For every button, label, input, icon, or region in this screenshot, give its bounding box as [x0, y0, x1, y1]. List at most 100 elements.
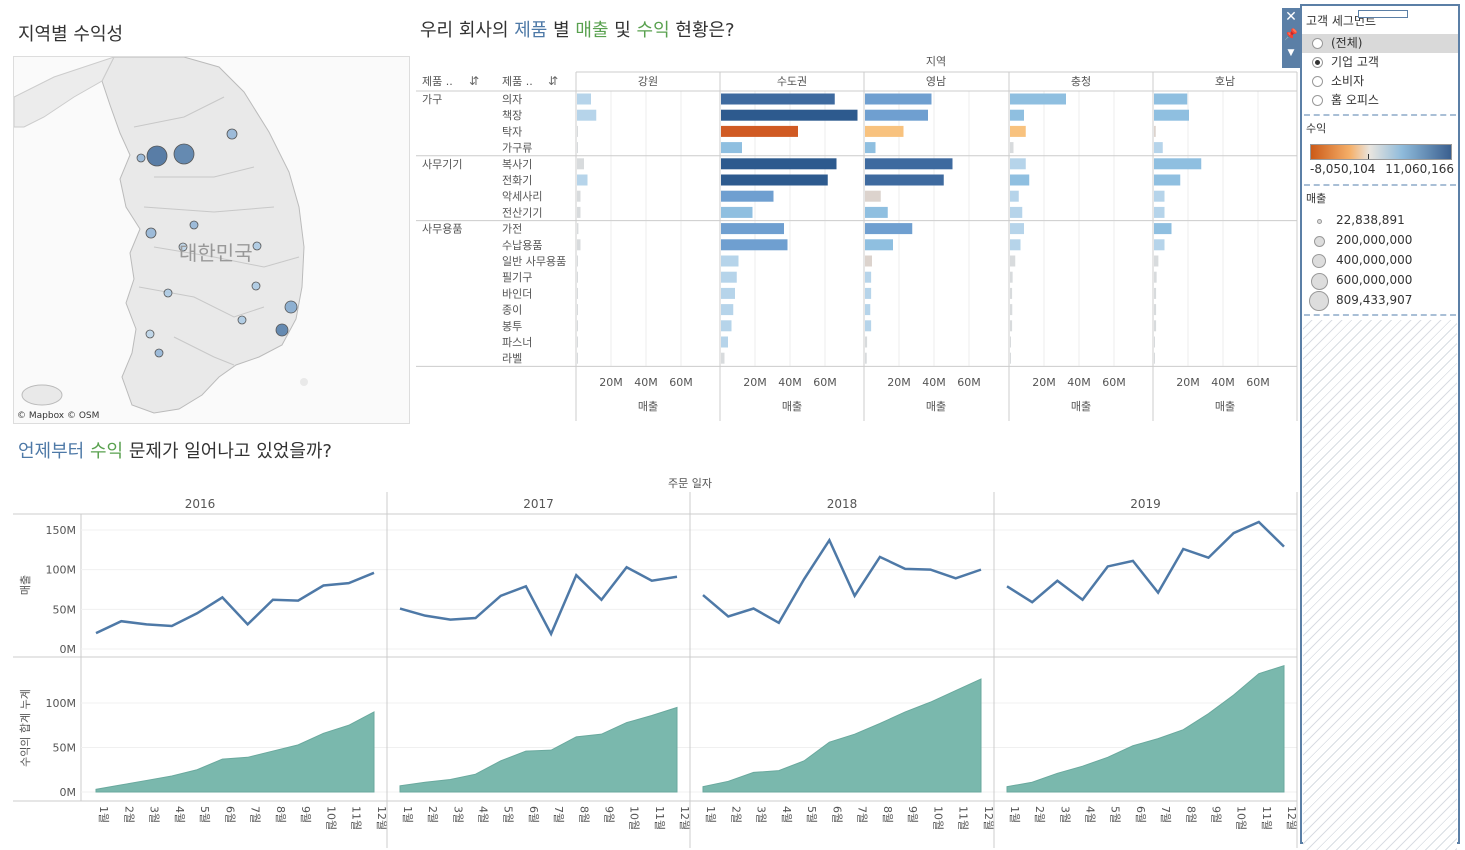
sales-bar[interactable] — [1010, 239, 1021, 251]
sales-bar[interactable] — [865, 287, 872, 299]
sales-bar[interactable] — [1154, 125, 1156, 137]
sales-bar[interactable] — [1154, 206, 1165, 218]
region-profit-map[interactable]: 대한민국 © Mapbox © OSM — [13, 56, 410, 424]
sales-bar[interactable] — [865, 271, 872, 283]
sales-bar[interactable] — [1010, 109, 1024, 121]
map-bubble[interactable] — [146, 145, 168, 167]
sales-bar[interactable] — [721, 271, 737, 283]
sales-bar[interactable] — [865, 255, 872, 267]
sales-bar[interactable] — [865, 190, 881, 202]
sales-bar[interactable] — [1010, 287, 1013, 299]
sales-bar[interactable] — [721, 190, 774, 202]
subcategory-label[interactable]: 일반 사무용품 — [502, 254, 566, 268]
sales-bar[interactable] — [1010, 125, 1026, 137]
sales-bar[interactable] — [1154, 336, 1155, 348]
segment-option[interactable]: 홈 오피스 — [1302, 91, 1458, 110]
map-bubble[interactable] — [154, 348, 164, 358]
category-label[interactable]: 사무기기 — [422, 158, 462, 171]
sales-line[interactable] — [1006, 520, 1285, 604]
sales-bar[interactable] — [721, 352, 725, 364]
subcategory-label[interactable]: 가전 — [502, 223, 522, 236]
subcategory-label[interactable]: 탁자 — [502, 125, 522, 138]
subcategory-label[interactable]: 라벨 — [502, 352, 522, 365]
sales-bar[interactable] — [721, 206, 753, 218]
subcategory-label[interactable]: 가구류 — [502, 142, 532, 155]
sales-bar[interactable] — [865, 93, 932, 105]
sort-icon[interactable]: ⇵ — [548, 74, 558, 88]
sales-bar[interactable] — [1010, 304, 1013, 316]
segment-option[interactable]: 기업 고객 — [1302, 53, 1458, 72]
sales-bar[interactable] — [721, 223, 784, 235]
sales-bar[interactable] — [1154, 239, 1165, 251]
year-header[interactable]: 2016 — [185, 497, 216, 511]
sales-bar[interactable] — [865, 206, 888, 218]
region-header[interactable]: 영남 — [926, 75, 946, 88]
subcategory-label[interactable]: 전산기기 — [502, 206, 542, 219]
sales-bar[interactable] — [577, 336, 578, 348]
region-header[interactable]: 수도권 — [777, 75, 807, 88]
map-bubble[interactable] — [178, 242, 188, 252]
sales-bar[interactable] — [1010, 142, 1014, 154]
sales-line[interactable] — [95, 571, 375, 635]
sales-bar[interactable] — [1010, 158, 1026, 170]
sales-bar[interactable] — [721, 174, 828, 186]
sales-bar[interactable] — [721, 287, 735, 299]
year-header[interactable]: 2017 — [523, 497, 554, 511]
sales-bar[interactable] — [1010, 352, 1011, 364]
sales-bar[interactable] — [721, 125, 798, 137]
map-bubble[interactable] — [237, 315, 247, 325]
sales-bar[interactable] — [1154, 158, 1202, 170]
region-header[interactable]: 강원 — [638, 75, 658, 88]
subcategory-label[interactable]: 책장 — [502, 109, 522, 122]
sales-bar[interactable] — [865, 174, 944, 186]
sales-bar[interactable] — [577, 158, 584, 170]
cumulative-profit-area[interactable] — [399, 706, 678, 793]
subcategory-label[interactable]: 전화기 — [502, 174, 532, 187]
map-bubble[interactable] — [284, 300, 298, 314]
radio-button[interactable] — [1312, 95, 1323, 106]
subcategory-label[interactable]: 의자 — [502, 93, 522, 106]
sales-bar[interactable] — [1010, 206, 1023, 218]
drag-handle-icon[interactable] — [1358, 10, 1408, 18]
sales-bar[interactable] — [865, 109, 928, 121]
menu-dropdown-icon[interactable]: ▼ — [1287, 48, 1295, 58]
sales-bar[interactable] — [1010, 336, 1011, 348]
sales-line[interactable] — [702, 537, 982, 625]
subcategory-label[interactable]: 악세사리 — [502, 190, 542, 203]
sales-bar[interactable] — [721, 320, 732, 332]
sales-bar[interactable] — [1010, 174, 1030, 186]
sales-bar[interactable] — [721, 336, 728, 348]
radio-button[interactable] — [1312, 38, 1323, 49]
sales-bar[interactable] — [721, 304, 734, 316]
row-header-subcategory[interactable]: 제품 .. — [502, 75, 533, 88]
sales-bar[interactable] — [577, 109, 597, 121]
sales-bar[interactable] — [1154, 109, 1189, 121]
region-header[interactable]: 충청 — [1071, 75, 1091, 88]
region-header[interactable]: 호남 — [1215, 75, 1235, 88]
sales-bar[interactable] — [1154, 142, 1163, 154]
sales-bar[interactable] — [577, 320, 578, 332]
sales-bar[interactable] — [721, 93, 835, 105]
sales-bar[interactable] — [577, 93, 591, 105]
sales-bar[interactable] — [721, 142, 742, 154]
sales-bar[interactable] — [1010, 271, 1013, 283]
subcategory-label[interactable]: 필기구 — [502, 271, 532, 284]
map-bubble[interactable] — [275, 323, 289, 337]
sales-bar[interactable] — [721, 109, 858, 121]
sales-bar[interactable] — [577, 174, 588, 186]
sales-bar[interactable] — [865, 125, 904, 137]
sales-bar[interactable] — [865, 304, 871, 316]
sales-bar[interactable] — [721, 239, 788, 251]
sales-bar[interactable] — [1010, 320, 1013, 332]
segment-option[interactable]: 소비자 — [1302, 72, 1458, 91]
sales-bar[interactable] — [865, 142, 876, 154]
sales-bar[interactable] — [1154, 320, 1157, 332]
map-bubble[interactable] — [173, 143, 195, 165]
sales-bar[interactable] — [1010, 255, 1016, 267]
category-label[interactable]: 사무용품 — [422, 223, 462, 236]
sales-bar[interactable] — [577, 287, 578, 299]
sales-bar[interactable] — [721, 255, 739, 267]
sales-bar[interactable] — [865, 158, 953, 170]
map-bubble[interactable] — [145, 329, 155, 339]
